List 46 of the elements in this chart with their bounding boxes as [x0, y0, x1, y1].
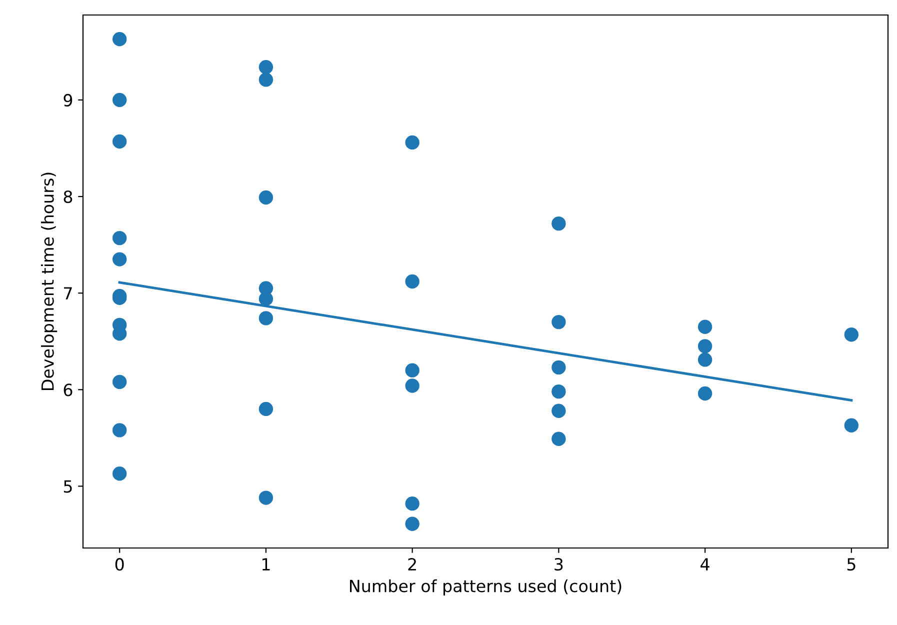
point — [552, 314, 566, 330]
point — [258, 490, 274, 505]
point — [844, 328, 859, 342]
point — [258, 292, 274, 306]
y-tick-label: 7 — [64, 287, 72, 300]
point — [405, 274, 420, 289]
y-tick-label: 6 — [64, 384, 72, 396]
point — [112, 374, 127, 390]
x-tick-label: 5 — [847, 558, 856, 571]
point — [112, 466, 127, 481]
point — [258, 60, 274, 74]
point — [405, 496, 420, 511]
point — [698, 339, 712, 354]
point — [552, 384, 566, 399]
point — [405, 135, 420, 150]
point — [552, 404, 566, 418]
y-axis-title: Development time (hours) — [40, 172, 58, 390]
point — [405, 363, 420, 378]
point — [112, 230, 127, 246]
point — [552, 360, 566, 375]
y-tick-label: 9 — [64, 94, 72, 107]
point — [112, 252, 127, 266]
point — [112, 92, 127, 108]
y-tick-label: 8 — [64, 190, 72, 204]
point — [112, 423, 127, 438]
point — [258, 311, 274, 326]
point — [698, 386, 712, 401]
point — [698, 352, 712, 367]
y-tick-label: 5 — [64, 480, 72, 493]
point — [258, 72, 274, 87]
x-tick-label: 0 — [115, 558, 124, 571]
x-tick-label: 2 — [408, 558, 416, 570]
point — [552, 216, 566, 231]
x-axis-title: Number of patterns used (count) — [350, 579, 622, 596]
point — [112, 134, 127, 149]
point — [552, 432, 566, 446]
point — [112, 32, 127, 46]
x-tick-label: 1 — [262, 558, 270, 570]
point — [258, 402, 274, 416]
point — [844, 418, 859, 432]
point — [405, 516, 420, 531]
point — [258, 190, 274, 205]
point — [698, 320, 712, 334]
x-tick-label: 3 — [554, 558, 563, 571]
x-tick-label: 4 — [700, 558, 710, 570]
point — [405, 378, 420, 393]
